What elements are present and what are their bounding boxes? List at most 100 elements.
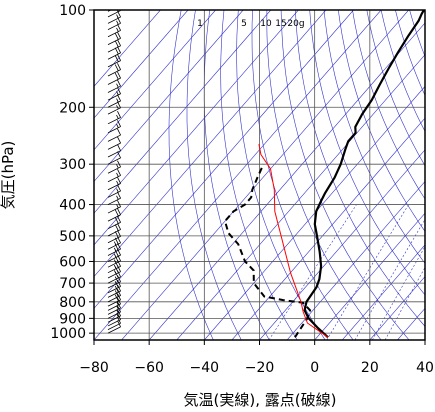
dry-adiabat-line: [186, 10, 242, 340]
isotherm-line: [342, 244, 425, 340]
wind-barb-flag: [116, 83, 119, 88]
y-tick-label: 900: [59, 311, 86, 327]
wind-barb-flag: [113, 253, 117, 258]
wind-barb-flag: [117, 136, 121, 144]
wind-barb-flag: [117, 0, 120, 5]
y-tick-label: 400: [59, 198, 86, 214]
wind-barb-staff: [107, 290, 121, 298]
isotherm-line: [286, 181, 425, 340]
isotherm-line: [94, 10, 299, 246]
wind-barb-flag: [113, 247, 117, 252]
isotherm-line: [231, 117, 425, 340]
isotherm-line: [259, 149, 425, 340]
x-tick-label: −60: [134, 360, 164, 376]
grid-lines: [94, 10, 425, 340]
wind-barb-flag: [114, 224, 119, 231]
wind-barb-flag: [116, 123, 119, 128]
y-tick-label: 600: [59, 254, 86, 270]
wind-barb-staff: [107, 315, 121, 323]
wind-barb-flag: [117, 120, 121, 127]
wind-barb-flag: [117, 63, 121, 70]
y-tick-label: 300: [59, 157, 86, 173]
wind-barb-flag: [116, 20, 119, 25]
wind-barb-flag: [114, 281, 119, 288]
wind-barbs: [107, 0, 121, 334]
x-axis-label: 気温(実線), 露点(破線): [184, 391, 337, 409]
wind-barb-flag: [116, 188, 119, 193]
x-tick-label: 20: [361, 360, 379, 376]
isotherm-line: [94, 10, 327, 278]
wind-barb-flag: [117, 144, 121, 151]
wind-barb-flag: [117, 46, 121, 54]
wind-barb-flag: [117, 160, 121, 168]
dry-adiabat-line: [395, 10, 425, 97]
mixing-ratio-label: 5: [241, 19, 247, 29]
wind-barb-flag: [117, 151, 121, 159]
dry-adiabat-line: [338, 10, 425, 232]
wind-barb-flag: [117, 111, 121, 118]
temperature-line: [303, 10, 425, 339]
dry-adiabat-line: [366, 10, 425, 167]
wind-barb-flag: [116, 91, 119, 96]
dry-adiabat-line: [251, 10, 354, 340]
wind-barb-staff: [107, 69, 121, 77]
wind-barb-flag: [117, 289, 121, 296]
x-tick-label: −20: [245, 360, 275, 376]
mixing-ratio-line: [326, 204, 409, 340]
mixing-ratio-line: [384, 266, 425, 340]
wind-barb-flag: [117, 184, 121, 192]
wind-barb-flag: [116, 14, 119, 19]
wind-barb-flag: [114, 64, 119, 71]
wind-barb-flag: [117, 215, 121, 223]
mixing-ratio-label: 15: [275, 19, 286, 29]
isotherm-line: [94, 10, 216, 151]
wind-barb-staff: [107, 271, 121, 279]
wind-barb-staff: [107, 303, 121, 311]
wind-barb-flag: [114, 55, 119, 62]
wind-barb-staff: [107, 150, 121, 158]
y-tick-label: 700: [59, 276, 86, 292]
mixing-ratio-label: 1: [197, 19, 203, 29]
isotherm-line: [424, 339, 425, 340]
dry-adiabat-line: [203, 10, 270, 340]
guide-lines: [94, 10, 425, 340]
x-tick-label: 0: [310, 360, 319, 376]
wind-barb-flag: [113, 259, 117, 264]
parcel-line: [258, 144, 329, 338]
wind-barb-flag: [117, 23, 121, 31]
wind-barb-flag: [113, 264, 117, 269]
wind-barb-flag: [113, 270, 117, 275]
x-tick-label: −40: [190, 360, 220, 376]
wind-barb-flag: [116, 114, 119, 119]
dry-adiabat-line: [323, 10, 425, 264]
wind-barb-flag: [117, 279, 121, 287]
wind-barb-staff: [107, 157, 121, 165]
wind-barb-staff: [107, 134, 121, 142]
wind-barb-flag: [117, 284, 121, 292]
wind-barb-staff: [107, 322, 121, 330]
wind-barb-flag: [117, 87, 121, 94]
wind-barb-flag: [114, 209, 119, 217]
wind-barb-flag: [116, 105, 119, 110]
wind-barb-flag: [116, 180, 119, 185]
wind-barb-flag: [114, 285, 119, 293]
wind-barb-flag: [114, 72, 119, 80]
wind-barb-flag: [114, 33, 119, 40]
mixing-ratio-line: [372, 245, 425, 340]
dry-adiabat-line: [309, 10, 425, 296]
dry-adiabat-line: [220, 10, 298, 340]
isotherm-line: [148, 22, 425, 340]
wind-barb-flag: [117, 79, 121, 87]
wind-barb-flag: [114, 47, 119, 55]
wind-barb-flag: [117, 31, 121, 39]
wind-barb-flag: [116, 164, 119, 169]
wind-barb-staff: [107, 266, 121, 274]
isotherm-line: [369, 276, 425, 340]
y-tick-label: 200: [59, 100, 86, 116]
dry-adiabat-line: [295, 10, 425, 327]
isotherm-line: [314, 212, 425, 340]
dry-adiabat-line: [352, 10, 425, 200]
wind-barb-flag: [117, 3, 119, 7]
wind-barb-flag: [116, 204, 119, 209]
